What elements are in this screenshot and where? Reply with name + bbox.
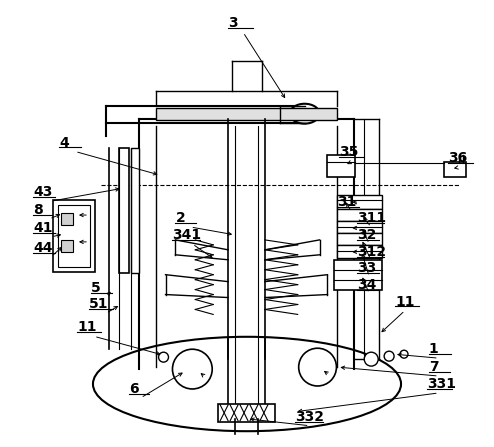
Text: 31: 31 [337, 195, 357, 209]
Text: 331: 331 [427, 377, 456, 391]
Bar [53, 200, 95, 272]
Text: 341: 341 [172, 228, 202, 242]
Text: 311: 311 [357, 211, 386, 225]
Bar [337, 233, 382, 245]
Text: 312: 312 [357, 245, 386, 259]
Ellipse shape [400, 350, 408, 358]
Bar [58, 205, 90, 267]
Text: 34: 34 [357, 278, 377, 291]
Text: 332: 332 [295, 410, 324, 424]
Ellipse shape [93, 337, 401, 431]
Bar [218, 404, 275, 422]
Bar [61, 213, 73, 225]
Text: 2: 2 [175, 211, 185, 225]
Bar [337, 245, 382, 258]
Text: 41: 41 [33, 221, 53, 235]
Bar [337, 195, 382, 209]
Bar [337, 209, 382, 221]
Text: 5: 5 [91, 281, 101, 295]
Bar [328, 156, 355, 177]
Ellipse shape [159, 352, 168, 362]
Text: 6: 6 [129, 382, 138, 396]
Bar [334, 260, 382, 290]
Ellipse shape [299, 348, 336, 386]
Bar [156, 108, 337, 120]
Bar [444, 162, 466, 177]
Text: 1: 1 [429, 342, 439, 356]
Text: 33: 33 [357, 261, 376, 275]
Ellipse shape [172, 349, 212, 389]
Text: 8: 8 [33, 203, 43, 217]
Text: 4: 4 [59, 135, 69, 149]
Text: 51: 51 [89, 298, 109, 312]
Text: 32: 32 [357, 228, 377, 242]
Ellipse shape [290, 104, 320, 124]
Text: 7: 7 [429, 360, 439, 374]
Text: 44: 44 [33, 241, 53, 255]
Text: 11: 11 [77, 320, 96, 334]
Ellipse shape [364, 352, 378, 366]
Ellipse shape [384, 351, 394, 361]
Bar [131, 148, 139, 273]
Bar [337, 221, 382, 233]
Text: 11: 11 [395, 295, 414, 308]
Text: 35: 35 [339, 145, 359, 160]
Text: 36: 36 [448, 152, 467, 165]
Bar [119, 148, 129, 273]
Bar [61, 240, 73, 252]
Text: 3: 3 [228, 16, 238, 30]
Text: 43: 43 [33, 185, 53, 199]
